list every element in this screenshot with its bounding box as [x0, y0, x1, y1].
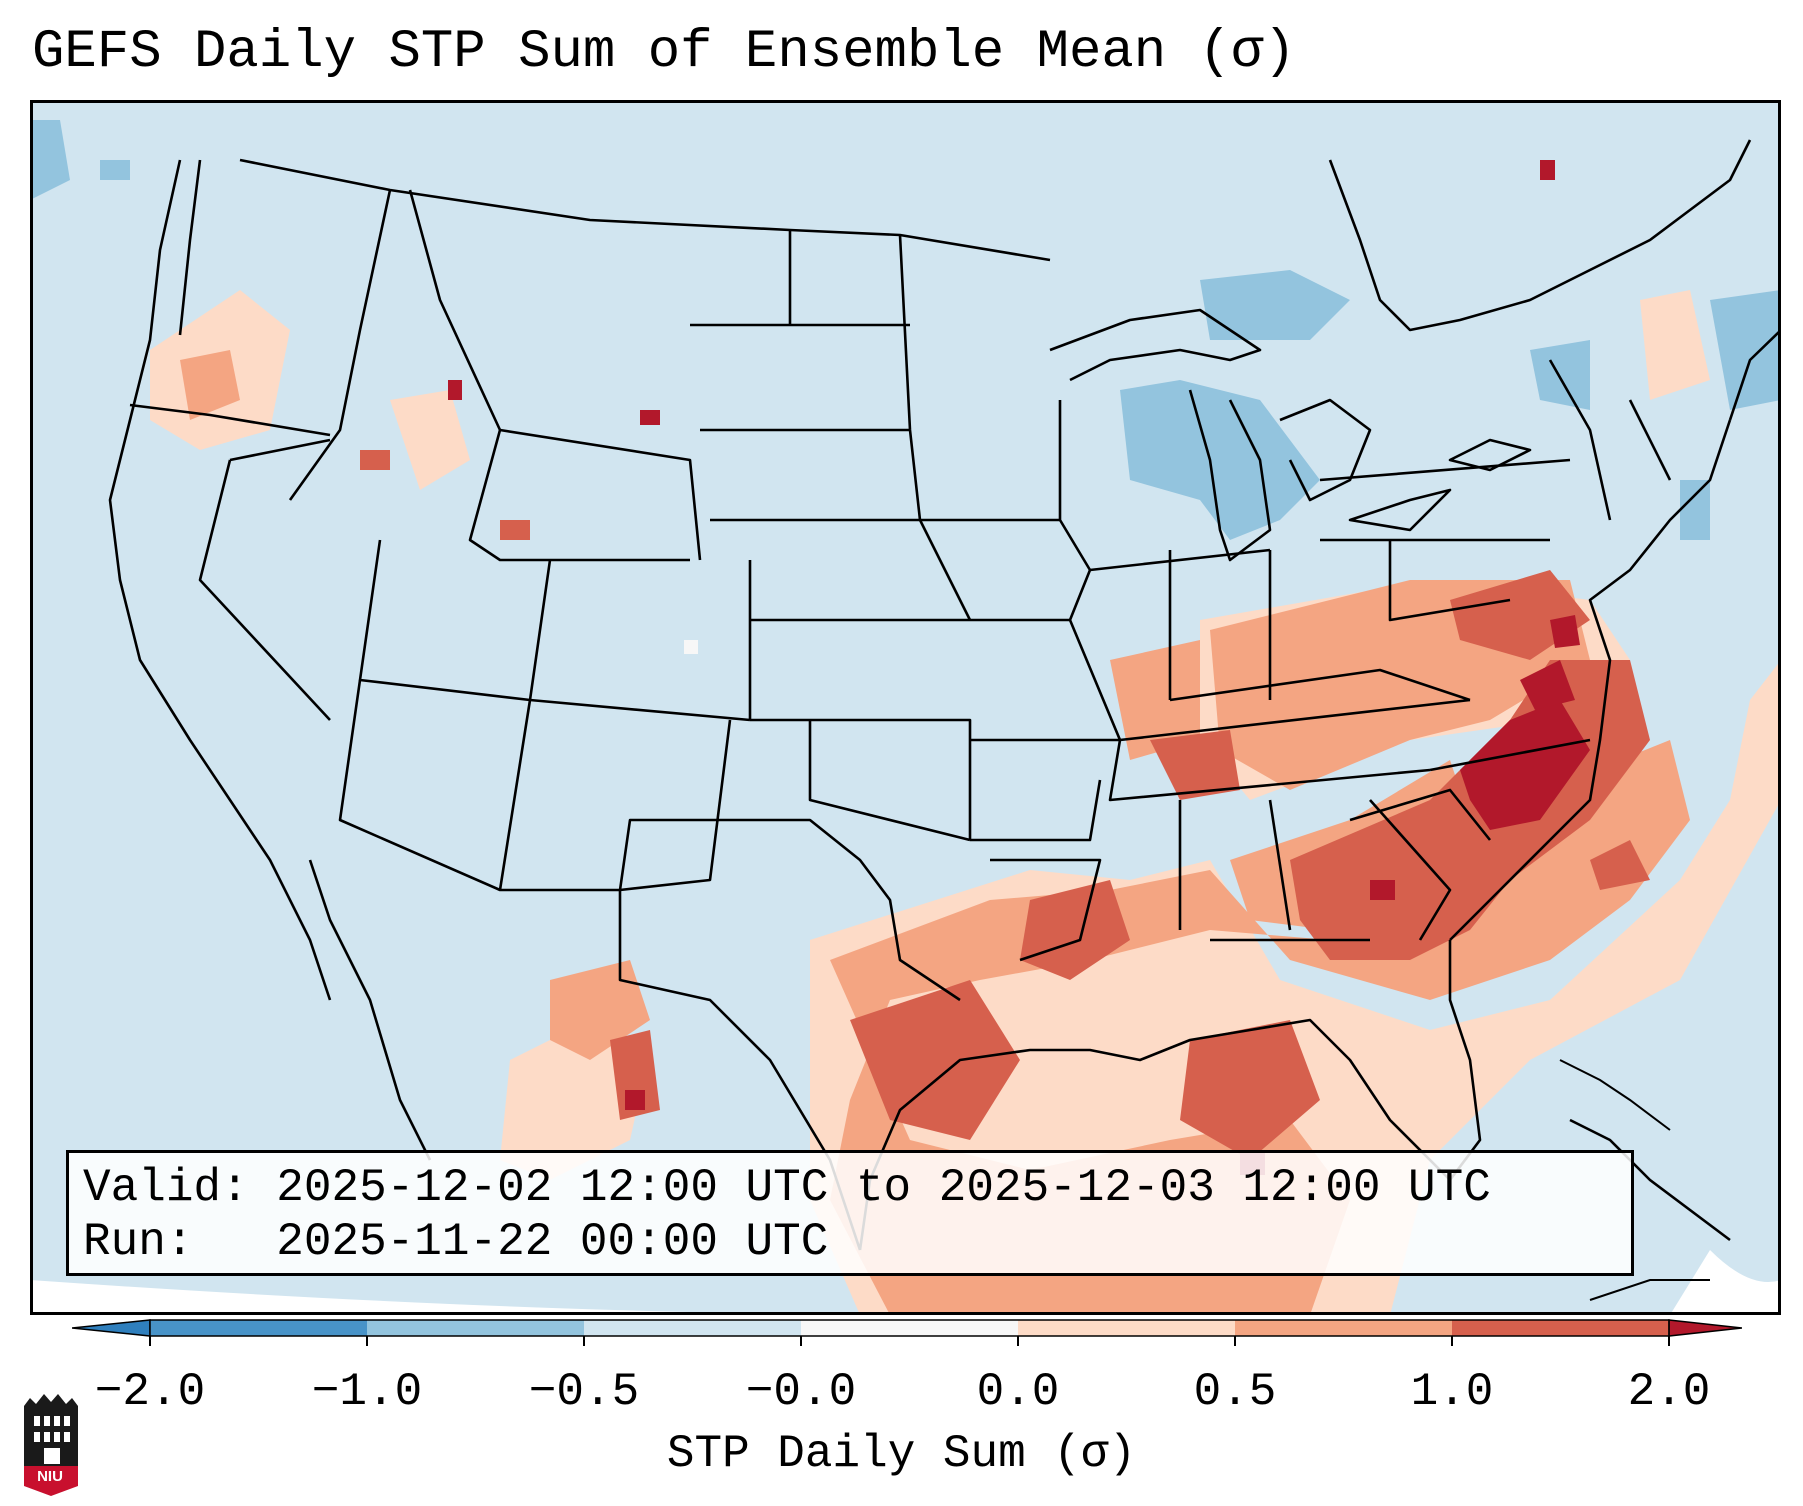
colorbar-extend-low	[71, 1319, 151, 1337]
projection-edge	[30, 1280, 930, 1315]
colorbar-tick-label: −0.5	[528, 1366, 640, 1418]
colorbar-bin	[1235, 1320, 1452, 1336]
map-canvas	[30, 100, 1781, 1315]
niu-logo-icon	[24, 1394, 78, 1496]
colorbar-bin	[367, 1320, 584, 1336]
anomaly-zero	[684, 640, 698, 654]
run-label: Run:	[83, 1216, 194, 1268]
colorbar-tick-label: −2.0	[94, 1366, 206, 1418]
state-borders	[129, 158, 1672, 1251]
colorbar-bin	[150, 1320, 367, 1336]
colorbar-tick-label: 0.0	[976, 1366, 1060, 1418]
colorbar-bin	[1452, 1320, 1669, 1336]
colorbar-tick-label: −1.0	[311, 1366, 423, 1418]
great-lakes	[1049, 308, 1532, 562]
colorbar-label: STP Daily Sum (σ)	[666, 1428, 1137, 1480]
colorbar-bin	[1018, 1320, 1235, 1336]
run-value: 2025-11-22 00:00 UTC	[276, 1216, 829, 1268]
colorbar-tick-label: 1.0	[1410, 1366, 1494, 1418]
colorbar-extend-high	[1668, 1319, 1743, 1337]
colorbar-outline	[149, 1319, 1670, 1337]
projection-edge	[1670, 1250, 1781, 1315]
caribbean-islands	[1559, 1059, 1710, 1301]
anomaly-neg-0.5-neg-1	[30, 120, 1781, 540]
valid-run-info-box: Valid: 2025-12-02 12:00 UTC to 2025-12-0…	[66, 1150, 1634, 1276]
colorbar-bin	[584, 1320, 801, 1336]
figure-title: GEFS Daily STP Sum of Ensemble Mean (σ)	[32, 22, 1296, 83]
coastlines	[108, 139, 1781, 1251]
colorbar-svg	[71, 1319, 1743, 1346]
colorbar-tick-label: −0.0	[745, 1366, 857, 1418]
colorbar-tick-label: 0.5	[1193, 1366, 1277, 1418]
niu-logo	[20, 1392, 82, 1501]
colorbar	[71, 1318, 1743, 1373]
colorbar-tick-label: 2.0	[1627, 1366, 1711, 1418]
colorbar-ticks	[149, 1336, 1670, 1346]
anomaly-above-2	[448, 160, 1590, 1175]
map-panel	[30, 100, 1781, 1315]
valid-label: Valid:	[83, 1162, 249, 1214]
niu-logo-text: NIU	[37, 1468, 63, 1485]
valid-value: 2025-12-02 12:00 UTC to 2025-12-03 12:00…	[276, 1162, 1491, 1214]
map-border	[30, 100, 1781, 1315]
colorbar-bin	[801, 1320, 1018, 1336]
